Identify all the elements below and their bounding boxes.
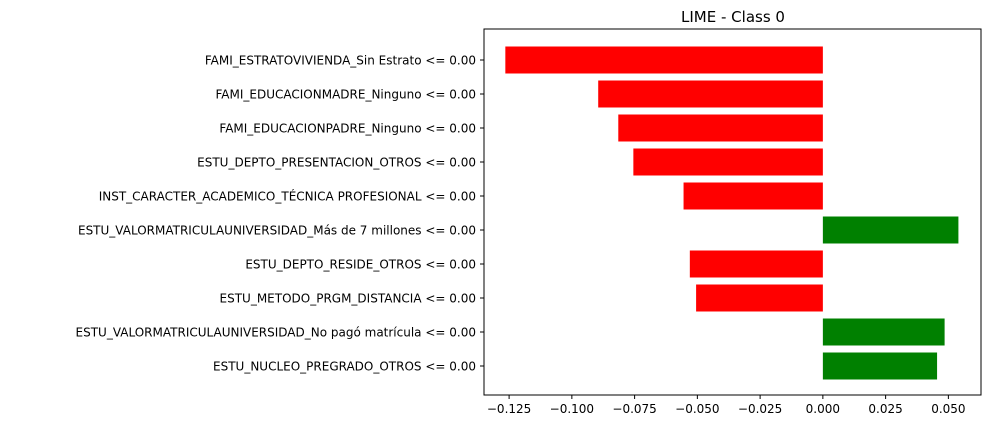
y-tick-label-9: ESTU_VALORMATRICULAUNIVERSIDAD_No pagó m… [76, 326, 476, 340]
x-tick-label-4: −0.050 [675, 402, 719, 416]
bar-2 [598, 80, 823, 108]
bar-3 [618, 114, 823, 142]
y-tick-label-2: FAMI_EDUCACIONMADRE_Ninguno <= 0.00 [216, 88, 477, 102]
bars-layer [505, 46, 959, 380]
x-tick-label-7: 0.025 [868, 402, 902, 416]
plot-frame [483, 28, 982, 396]
x-axis: −0.125 −0.100 −0.075 −0.050 −0.025 0.000 0.025… [487, 395, 966, 416]
bar-1 [505, 46, 823, 74]
y-tick-label-10: ESTU_NUCLEO_PREGRADO_OTROS <= 0.00 [213, 360, 476, 374]
y-tick-label-8: ESTU_METODO_PRGM_DISTANCIA <= 0.00 [220, 292, 477, 306]
y-tick-label-6: ESTU_VALORMATRICULAUNIVERSIDAD_Más de 7 … [78, 224, 476, 238]
x-tick-label-5: −0.025 [738, 402, 782, 416]
bar-8 [696, 284, 823, 312]
y-axis: FAMI_ESTRATOVIVIENDA_Sin Estrato <= 0.00… [76, 54, 484, 374]
x-tick-label-3: −0.075 [612, 402, 656, 416]
x-tick-label-6: 0.000 [806, 402, 840, 416]
y-tick-label-5: INST_CARACTER_ACADEMICO_TÉCNICA PROFESIO… [99, 189, 476, 204]
bar-10 [822, 352, 938, 380]
chart-title: LIME - Class 0 [681, 8, 785, 26]
x-tick-label-8: 0.050 [931, 402, 965, 416]
y-tick-label-4: ESTU_DEPTO_PRESENTACION_OTROS <= 0.00 [197, 156, 476, 170]
bar-9 [822, 318, 945, 346]
bar-5 [683, 182, 823, 210]
y-tick-label-3: FAMI_EDUCACIONPADRE_Ninguno <= 0.00 [219, 122, 476, 136]
y-tick-label-1: FAMI_ESTRATOVIVIENDA_Sin Estrato <= 0.00 [205, 54, 476, 68]
bar-6 [822, 216, 959, 244]
bar-7 [689, 250, 823, 278]
y-tick-label-7: ESTU_DEPTO_RESIDE_OTROS <= 0.00 [245, 258, 476, 272]
bar-4 [633, 148, 823, 176]
x-tick-label-2: −0.100 [550, 402, 594, 416]
x-tick-label-1: −0.125 [487, 402, 531, 416]
